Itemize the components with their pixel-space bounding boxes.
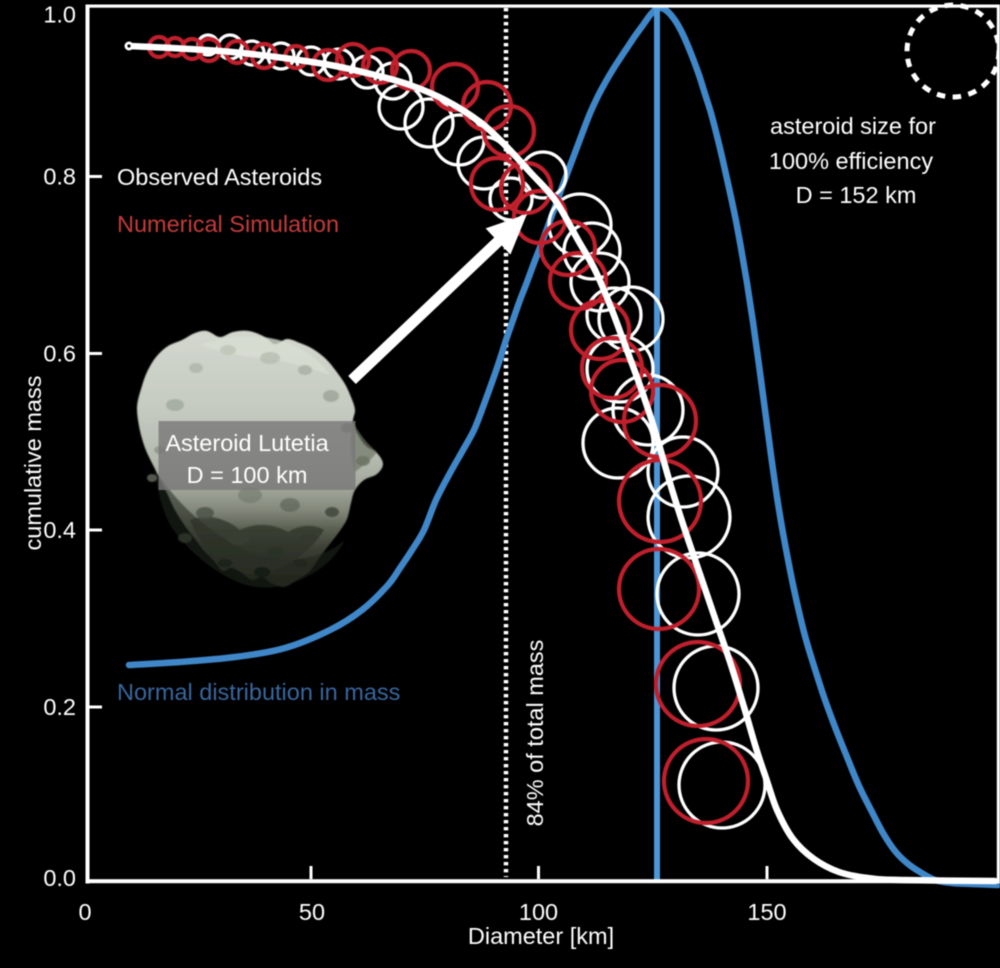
svg-text:0.4: 0.4 [43,517,76,543]
svg-text:50: 50 [299,899,325,925]
svg-text:asteroid size for: asteroid size for [770,113,936,139]
svg-text:Asteroid Lutetia: Asteroid Lutetia [165,430,329,456]
svg-text:0.8: 0.8 [43,164,76,190]
svg-text:1.0: 1.0 [43,2,76,28]
svg-text:84% of total mass: 84% of total mass [522,640,548,827]
svg-text:0.6: 0.6 [43,341,76,367]
svg-text:cumulative mass: cumulative mass [20,376,46,551]
svg-text:0.2: 0.2 [43,694,76,720]
svg-text:0.0: 0.0 [43,865,76,891]
svg-text:100% efficiency: 100% efficiency [769,148,933,174]
svg-text:Numerical Simulation: Numerical Simulation [117,211,339,237]
svg-text:D = 100 km: D = 100 km [187,462,308,488]
svg-text:Diameter [km]: Diameter [km] [468,923,614,949]
svg-text:Normal distribution in mass: Normal distribution in mass [117,679,400,705]
svg-text:150: 150 [747,899,786,925]
svg-text:0: 0 [78,899,91,925]
svg-text:100: 100 [519,899,558,925]
svg-text:Observed Asteroids: Observed Asteroids [117,164,322,190]
svg-text:D = 152 km: D = 152 km [796,182,917,208]
